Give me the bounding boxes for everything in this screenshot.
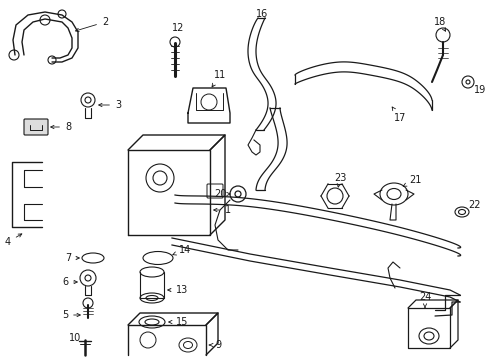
Text: 13: 13 (168, 285, 188, 295)
Text: 21: 21 (403, 175, 421, 186)
Circle shape (80, 270, 96, 286)
Text: 7: 7 (65, 253, 79, 263)
Circle shape (466, 80, 470, 84)
Ellipse shape (419, 328, 439, 344)
Circle shape (235, 191, 241, 197)
Text: 14: 14 (173, 245, 191, 255)
Text: 20: 20 (214, 189, 230, 199)
Text: 9: 9 (209, 340, 221, 350)
Ellipse shape (146, 296, 158, 301)
Ellipse shape (139, 316, 165, 328)
Ellipse shape (179, 338, 197, 352)
Ellipse shape (459, 210, 466, 215)
Text: 18: 18 (434, 17, 446, 31)
Ellipse shape (140, 267, 164, 277)
Ellipse shape (145, 319, 159, 325)
Circle shape (83, 298, 93, 308)
Text: 6: 6 (62, 277, 77, 287)
Circle shape (201, 94, 217, 110)
Circle shape (9, 50, 19, 60)
Text: 24: 24 (419, 292, 431, 307)
Ellipse shape (82, 253, 104, 263)
Text: 5: 5 (62, 310, 80, 320)
Text: 4: 4 (5, 234, 22, 247)
Circle shape (140, 332, 156, 348)
Ellipse shape (424, 332, 434, 340)
Text: 12: 12 (172, 23, 184, 33)
Ellipse shape (140, 293, 164, 303)
Circle shape (327, 188, 343, 204)
Circle shape (58, 10, 66, 18)
Circle shape (48, 56, 56, 64)
Circle shape (146, 164, 174, 192)
Ellipse shape (143, 252, 173, 265)
Circle shape (85, 275, 91, 281)
Text: 22: 22 (468, 200, 481, 210)
Text: 3: 3 (98, 100, 121, 110)
Text: 11: 11 (212, 70, 226, 87)
Text: 2: 2 (75, 17, 108, 32)
Circle shape (462, 76, 474, 88)
Circle shape (230, 186, 246, 202)
Ellipse shape (380, 183, 408, 205)
Text: 16: 16 (256, 9, 268, 19)
Circle shape (153, 171, 167, 185)
Circle shape (40, 15, 50, 25)
Circle shape (436, 28, 450, 42)
Text: 19: 19 (474, 85, 486, 95)
Text: 10: 10 (69, 333, 81, 343)
Circle shape (85, 97, 91, 103)
Text: 23: 23 (334, 173, 346, 187)
Text: 1: 1 (214, 205, 231, 215)
Circle shape (81, 93, 95, 107)
Ellipse shape (387, 189, 401, 199)
Text: 17: 17 (392, 107, 406, 123)
FancyBboxPatch shape (24, 119, 48, 135)
FancyBboxPatch shape (207, 184, 223, 198)
Text: 8: 8 (50, 122, 71, 132)
Circle shape (170, 37, 180, 47)
Ellipse shape (455, 207, 469, 217)
Text: 15: 15 (169, 317, 188, 327)
Ellipse shape (183, 342, 193, 348)
